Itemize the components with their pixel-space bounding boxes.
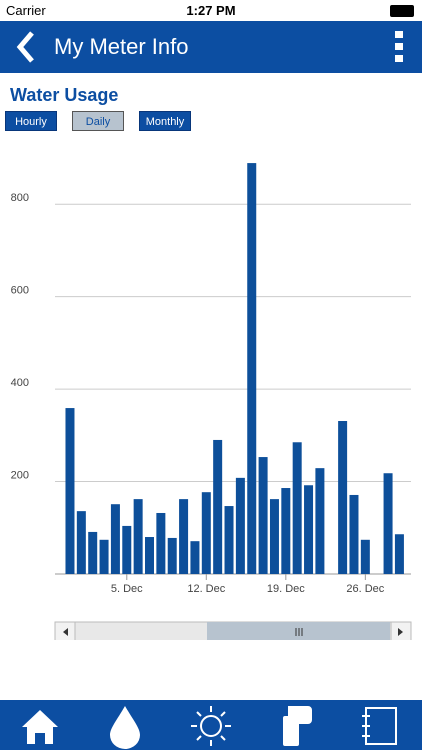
bar: [179, 499, 189, 574]
bar: [281, 488, 291, 574]
x-tick-label: 19. Dec: [267, 583, 305, 595]
bar: [133, 499, 143, 574]
tab-phonebook[interactable]: [362, 707, 397, 745]
bar: [213, 439, 223, 574]
range-button[interactable]: Monthly: [139, 111, 191, 131]
thumb-grip: [295, 628, 303, 636]
bar: [349, 494, 359, 574]
arrow-right: [398, 628, 403, 636]
arrow-left: [63, 628, 68, 636]
header-title: My Meter Info: [54, 34, 189, 59]
y-tick-label: 800: [11, 192, 29, 204]
y-tick-label: 600: [11, 285, 29, 297]
bar: [247, 163, 257, 574]
bar: [235, 477, 245, 574]
tab-water[interactable]: [110, 706, 140, 749]
x-tick-label: 26. Dec: [346, 583, 384, 595]
carrier: Carrier: [6, 3, 46, 18]
header: My Meter Info: [0, 21, 422, 73]
bar: [88, 531, 98, 574]
range-button[interactable]: Hourly: [5, 111, 57, 131]
bar: [65, 408, 75, 574]
status-bar: Carrier 1:27 PM: [0, 0, 422, 21]
bar: [258, 457, 268, 574]
bar: [76, 511, 86, 574]
bar: [292, 442, 302, 574]
bar: [383, 473, 393, 574]
bar: [156, 512, 166, 574]
y-tick-label: 400: [11, 377, 29, 389]
bar: [122, 525, 132, 574]
y-tick-label: 200: [11, 469, 29, 481]
tab-home[interactable]: [22, 710, 58, 744]
tab-icons: [22, 706, 397, 749]
tab-contact[interactable]: [283, 706, 312, 746]
bar: [99, 539, 109, 574]
bar: [315, 468, 325, 574]
battery: [390, 5, 414, 17]
bar: [224, 506, 234, 574]
bar: [167, 537, 177, 574]
bar: [360, 539, 370, 574]
bar: [110, 504, 120, 574]
bar: [201, 492, 211, 574]
tab-sun[interactable]: [191, 706, 231, 746]
menu-button[interactable]: [392, 29, 406, 65]
bar: [304, 485, 314, 574]
bar: [394, 534, 404, 574]
bar: [269, 499, 279, 574]
bar: [338, 421, 348, 574]
bar: [145, 537, 154, 574]
back-button[interactable]: [12, 27, 42, 67]
section-title: Water Usage: [10, 85, 119, 105]
range-button[interactable]: Daily: [72, 111, 124, 131]
bar: [190, 541, 200, 574]
tab-bar: [0, 700, 422, 750]
x-tick-label: 12. Dec: [187, 583, 225, 595]
time: 1:27 PM: [186, 3, 236, 18]
x-tick-label: 5. Dec: [111, 583, 143, 595]
